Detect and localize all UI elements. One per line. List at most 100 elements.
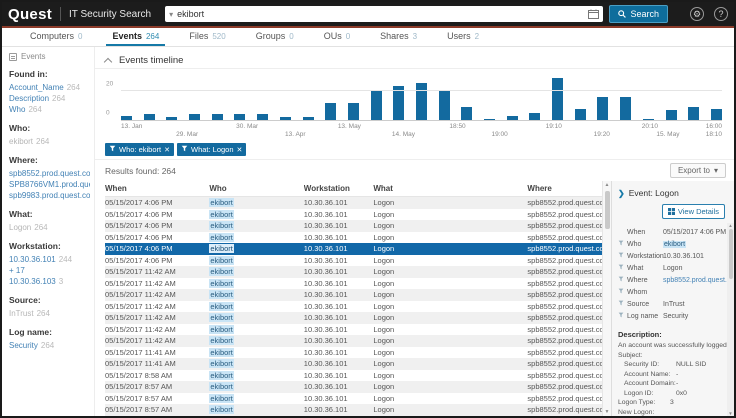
table-row[interactable]: 05/15/2017 11:42 AM ekibort 10.30.36.101 Lo… xyxy=(105,335,602,347)
tab-computers[interactable]: Computers 0 xyxy=(24,28,88,46)
timeline-bar[interactable] xyxy=(574,108,586,120)
tab-groups[interactable]: Groups 0 xyxy=(250,28,300,46)
filter-chip[interactable]: What: Logon ✕ xyxy=(176,143,247,156)
search-button[interactable]: Search xyxy=(609,5,668,23)
collapse-chevron-icon[interactable] xyxy=(103,57,113,67)
field-funnel-icon[interactable] xyxy=(618,312,624,318)
facet-item[interactable]: spb8552.prod.quest.corp261 xyxy=(9,169,90,178)
column-header-where[interactable]: Where xyxy=(527,184,552,193)
search-input[interactable] xyxy=(177,9,589,19)
panel-scroll-down-icon[interactable]: ▼ xyxy=(728,411,733,416)
timeline-bar[interactable] xyxy=(552,78,564,120)
view-details-button[interactable]: View Details xyxy=(661,204,725,219)
timeline-bar[interactable] xyxy=(189,114,201,120)
facet-item[interactable]: Security 264 xyxy=(9,341,55,350)
facet-item[interactable]: spb9983.prod.quest.corp1 xyxy=(9,191,90,200)
facet-item[interactable]: InTrust 264 xyxy=(9,309,50,318)
timeline-bar[interactable] xyxy=(620,97,632,120)
facet-item[interactable]: Account_Name 264 xyxy=(9,83,81,92)
field-funnel-icon[interactable] xyxy=(618,300,624,306)
facet-item[interactable]: Logon 264 xyxy=(9,223,48,232)
table-row[interactable]: 05/15/2017 4:06 PM ekibort 10.30.36.101 Log… xyxy=(105,243,602,255)
table-row[interactable]: 05/15/2017 8:58 AM ekibort 10.30.36.101 Log… xyxy=(105,370,602,382)
settings-gear-icon[interactable]: ⚙ xyxy=(690,7,704,21)
field-funnel-icon[interactable] xyxy=(618,276,624,282)
search-box[interactable]: ▾ xyxy=(165,6,604,22)
search-scope-caret-icon[interactable]: ▾ xyxy=(169,9,174,19)
tab-files[interactable]: Files 520 xyxy=(183,28,231,46)
timeline-bar[interactable] xyxy=(710,108,722,120)
timeline-bar[interactable] xyxy=(279,117,291,120)
panel-scroll-up-icon[interactable]: ▲ xyxy=(728,223,733,228)
panel-scrollbar-thumb[interactable] xyxy=(728,229,733,279)
panel-scrollbar[interactable]: ▲ ▼ xyxy=(727,223,734,416)
timeline-bar[interactable] xyxy=(461,107,473,120)
column-header-workstation[interactable]: Workstation xyxy=(303,184,350,193)
timeline-bar[interactable] xyxy=(325,102,337,120)
scroll-down-icon[interactable]: ▼ xyxy=(604,409,610,415)
export-button[interactable]: Export to ▾ xyxy=(669,163,726,178)
field-funnel-icon[interactable] xyxy=(618,252,624,258)
table-row[interactable]: 05/15/2017 11:42 AM ekibort 10.30.36.101 Lo… xyxy=(105,278,602,290)
tab-ous[interactable]: OUs 0 xyxy=(318,28,356,46)
facet-item[interactable]: 10.30.36.101 244 xyxy=(9,255,73,264)
table-row[interactable]: 05/15/2017 4:06 PM ekibort 10.30.36.101 Log… xyxy=(105,209,602,221)
timeline-bar[interactable] xyxy=(642,118,654,120)
expand-caret-icon[interactable]: ❯ xyxy=(618,188,625,198)
tab-shares[interactable]: Shares 3 xyxy=(374,28,423,46)
column-header-who[interactable]: Who xyxy=(209,184,227,193)
help-icon[interactable]: ? xyxy=(714,7,728,21)
timeline-bar[interactable] xyxy=(121,115,132,120)
field-funnel-icon[interactable] xyxy=(618,264,624,270)
timeline-bar[interactable] xyxy=(506,115,518,120)
tab-events[interactable]: Events 264 xyxy=(106,28,166,46)
facet-item[interactable]: Who 264 xyxy=(9,105,42,114)
scroll-up-icon[interactable]: ▲ xyxy=(604,182,610,188)
facet-item[interactable]: 10.30.36.103 3 xyxy=(9,277,64,286)
timeline-bar[interactable] xyxy=(665,109,677,120)
remove-filter-icon[interactable]: ✕ xyxy=(236,146,243,154)
timeline-bar[interactable] xyxy=(484,118,495,120)
timeline-bar[interactable] xyxy=(688,107,700,120)
filter-chip[interactable]: Who: ekibort ✕ xyxy=(105,143,174,156)
table-row[interactable]: 05/15/2017 4:06 PM ekibort 10.30.36.101 Log… xyxy=(105,232,602,244)
timeline-bar[interactable] xyxy=(347,102,359,120)
timeline-bar[interactable] xyxy=(143,114,155,120)
calendar-icon[interactable] xyxy=(588,9,600,19)
table-row[interactable]: 05/15/2017 11:42 AM ekibort 10.30.36.101 Lo… xyxy=(105,312,602,324)
table-row[interactable]: 05/15/2017 11:42 AM ekibort 10.30.36.101 Lo… xyxy=(105,266,602,278)
table-row[interactable]: 05/15/2017 11:42 AM ekibort 10.30.36.101 Lo… xyxy=(105,289,602,301)
table-row[interactable]: 05/15/2017 4:06 PM ekibort 10.30.36.101 Log… xyxy=(105,220,602,232)
column-header-when[interactable]: When xyxy=(105,184,127,193)
table-scrollbar[interactable]: ▲ ▼ xyxy=(602,181,611,416)
timeline-bar[interactable] xyxy=(257,114,269,120)
table-row[interactable]: 05/15/2017 11:41 AM ekibort 10.30.36.101 Lo… xyxy=(105,347,602,359)
facet-item[interactable]: + 17 xyxy=(9,266,25,275)
facet-item[interactable]: Description 264 xyxy=(9,94,66,103)
timeline-bar[interactable] xyxy=(393,85,405,120)
timeline-bar[interactable] xyxy=(597,97,609,120)
field-funnel-icon[interactable] xyxy=(618,288,624,294)
facet-item[interactable]: SPB8766VM1.prod.quest.corp2 xyxy=(9,180,90,189)
timeline-bar[interactable] xyxy=(211,114,223,120)
timeline-bar[interactable] xyxy=(415,82,427,120)
tab-users[interactable]: Users 2 xyxy=(441,28,485,46)
table-row[interactable]: 05/15/2017 4:06 PM ekibort 10.30.36.101 Log… xyxy=(105,255,602,267)
column-header-what[interactable]: What xyxy=(373,184,393,193)
table-row[interactable]: 05/15/2017 11:41 AM ekibort 10.30.36.101 Lo… xyxy=(105,358,602,370)
table-row[interactable]: 05/15/2017 11:42 AM ekibort 10.30.36.101 Lo… xyxy=(105,301,602,313)
timeline-bar[interactable] xyxy=(438,91,450,120)
timeline-bar[interactable] xyxy=(302,117,314,120)
facet-item[interactable]: ekibort 264 xyxy=(9,137,50,146)
field-funnel-icon[interactable] xyxy=(618,240,624,246)
timeline-bar[interactable] xyxy=(529,112,541,120)
timeline-bar[interactable] xyxy=(370,89,382,120)
table-row[interactable]: 05/15/2017 11:42 AM ekibort 10.30.36.101 Lo… xyxy=(105,324,602,336)
remove-filter-icon[interactable]: ✕ xyxy=(164,146,170,154)
table-row[interactable]: 05/15/2017 8:57 AMekibort10.30.36.101Log… xyxy=(105,416,602,417)
scrollbar-thumb[interactable] xyxy=(604,191,610,229)
table-row[interactable]: 05/15/2017 4:06 PM ekibort 10.30.36.101 Log… xyxy=(105,197,602,209)
